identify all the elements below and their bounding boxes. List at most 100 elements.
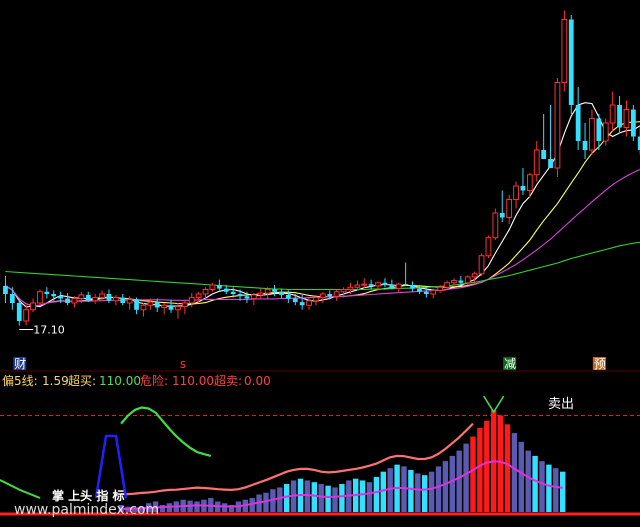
- candle-body[interactable]: [65, 298, 70, 304]
- candle-body[interactable]: [437, 286, 444, 291]
- candle-body[interactable]: [257, 292, 264, 296]
- candle-body[interactable]: [609, 104, 616, 124]
- indicator-bar[interactable]: [553, 468, 559, 512]
- candle-body[interactable]: [417, 288, 422, 292]
- indicator-bar[interactable]: [221, 503, 228, 512]
- candle-body[interactable]: [51, 294, 57, 297]
- indicator-bar[interactable]: [311, 482, 317, 512]
- indicator-bar[interactable]: [166, 503, 173, 512]
- indicator-bar[interactable]: [380, 471, 386, 512]
- candle-body[interactable]: [279, 291, 284, 295]
- candle-body[interactable]: [313, 297, 319, 302]
- candle-body[interactable]: [451, 280, 457, 284]
- candle-body[interactable]: [319, 293, 326, 299]
- indicator-bar[interactable]: [470, 436, 476, 512]
- indicator-bar[interactable]: [263, 492, 269, 512]
- indicator-bar[interactable]: [332, 487, 338, 512]
- candle-body[interactable]: [106, 294, 112, 301]
- indicator-bar[interactable]: [228, 504, 235, 512]
- indicator-bar[interactable]: [435, 466, 442, 512]
- candle-body[interactable]: [16, 303, 22, 321]
- candle-body[interactable]: [520, 186, 526, 191]
- candle-body[interactable]: [582, 141, 588, 150]
- indicator-bar[interactable]: [408, 469, 414, 512]
- candle-body[interactable]: [382, 282, 388, 285]
- indicator-bar[interactable]: [484, 420, 490, 512]
- candle-body[interactable]: [630, 109, 636, 137]
- candle-body[interactable]: [458, 280, 464, 283]
- candle-body[interactable]: [244, 296, 250, 299]
- indicator-bar[interactable]: [401, 466, 407, 512]
- candle-body[interactable]: [548, 159, 553, 168]
- indicator-bar[interactable]: [428, 471, 435, 512]
- candle-body[interactable]: [272, 289, 277, 292]
- candle-body[interactable]: [161, 304, 168, 308]
- candle-body[interactable]: [492, 212, 499, 239]
- indicator-bar[interactable]: [366, 482, 373, 512]
- candle-body[interactable]: [230, 291, 236, 294]
- candle-body[interactable]: [499, 213, 505, 218]
- candle-body[interactable]: [354, 284, 361, 288]
- indicator-bar[interactable]: [159, 504, 166, 512]
- candle-body[interactable]: [99, 293, 105, 299]
- candle-body[interactable]: [361, 283, 368, 286]
- candle-body[interactable]: [471, 273, 478, 278]
- candle-body[interactable]: [589, 118, 595, 151]
- candle-body[interactable]: [389, 285, 395, 289]
- indicator-bar[interactable]: [511, 433, 518, 512]
- candle-body[interactable]: [188, 297, 195, 304]
- candle-body[interactable]: [181, 302, 188, 308]
- event-marker-3[interactable]: 预: [594, 357, 606, 371]
- candle-body[interactable]: [299, 302, 305, 306]
- candle-body[interactable]: [444, 282, 450, 288]
- candle-body[interactable]: [602, 122, 609, 142]
- indicator-bar[interactable]: [456, 450, 462, 512]
- candle-body[interactable]: [554, 82, 561, 169]
- indicator-bar[interactable]: [118, 504, 124, 512]
- indicator-sub-panel[interactable]: [0, 395, 640, 516]
- indicator-bar[interactable]: [387, 468, 393, 512]
- event-marker-0[interactable]: 财: [14, 357, 26, 371]
- candle-body[interactable]: [464, 276, 471, 284]
- candle-body[interactable]: [71, 298, 78, 304]
- candle-body[interactable]: [126, 298, 133, 304]
- indicator-bar[interactable]: [525, 450, 531, 512]
- indicator-bar[interactable]: [359, 480, 366, 512]
- candle-body[interactable]: [623, 109, 630, 128]
- candle-body[interactable]: [561, 19, 568, 83]
- candle-body[interactable]: [154, 302, 160, 308]
- indicator-bar[interactable]: [277, 487, 283, 512]
- indicator-bar[interactable]: [560, 471, 566, 512]
- candle-body[interactable]: [168, 305, 174, 310]
- indicator-bar[interactable]: [339, 483, 345, 512]
- indicator-bar[interactable]: [318, 483, 324, 512]
- indicator-bar[interactable]: [477, 427, 483, 512]
- candle-body[interactable]: [575, 105, 581, 141]
- indicator-bar[interactable]: [249, 497, 255, 512]
- candle-body[interactable]: [216, 285, 222, 289]
- candle-body[interactable]: [368, 284, 374, 286]
- candle-body[interactable]: [340, 289, 347, 293]
- candle-body[interactable]: [285, 294, 291, 299]
- candle-body[interactable]: [423, 291, 429, 294]
- candle-body[interactable]: [9, 294, 15, 303]
- candle-body[interactable]: [596, 118, 602, 142]
- candle-body[interactable]: [140, 304, 147, 311]
- candle-body[interactable]: [23, 309, 30, 322]
- candle-body[interactable]: [478, 255, 485, 275]
- candle-body[interactable]: [526, 174, 533, 191]
- candle-body[interactable]: [237, 294, 243, 297]
- candle-body[interactable]: [202, 289, 209, 295]
- candle-body[interactable]: [327, 294, 333, 297]
- candle-body[interactable]: [3, 285, 8, 294]
- candle-body[interactable]: [250, 294, 257, 299]
- candle-body[interactable]: [44, 291, 50, 294]
- candle-body[interactable]: [513, 185, 519, 200]
- event-marker-2[interactable]: 减: [504, 357, 516, 371]
- candle-body[interactable]: [541, 150, 547, 159]
- candle-body[interactable]: [617, 105, 622, 128]
- candle-body[interactable]: [58, 296, 64, 299]
- indicator-bar[interactable]: [546, 464, 552, 512]
- indicator-bar[interactable]: [132, 507, 138, 512]
- indicator-bar[interactable]: [422, 475, 428, 512]
